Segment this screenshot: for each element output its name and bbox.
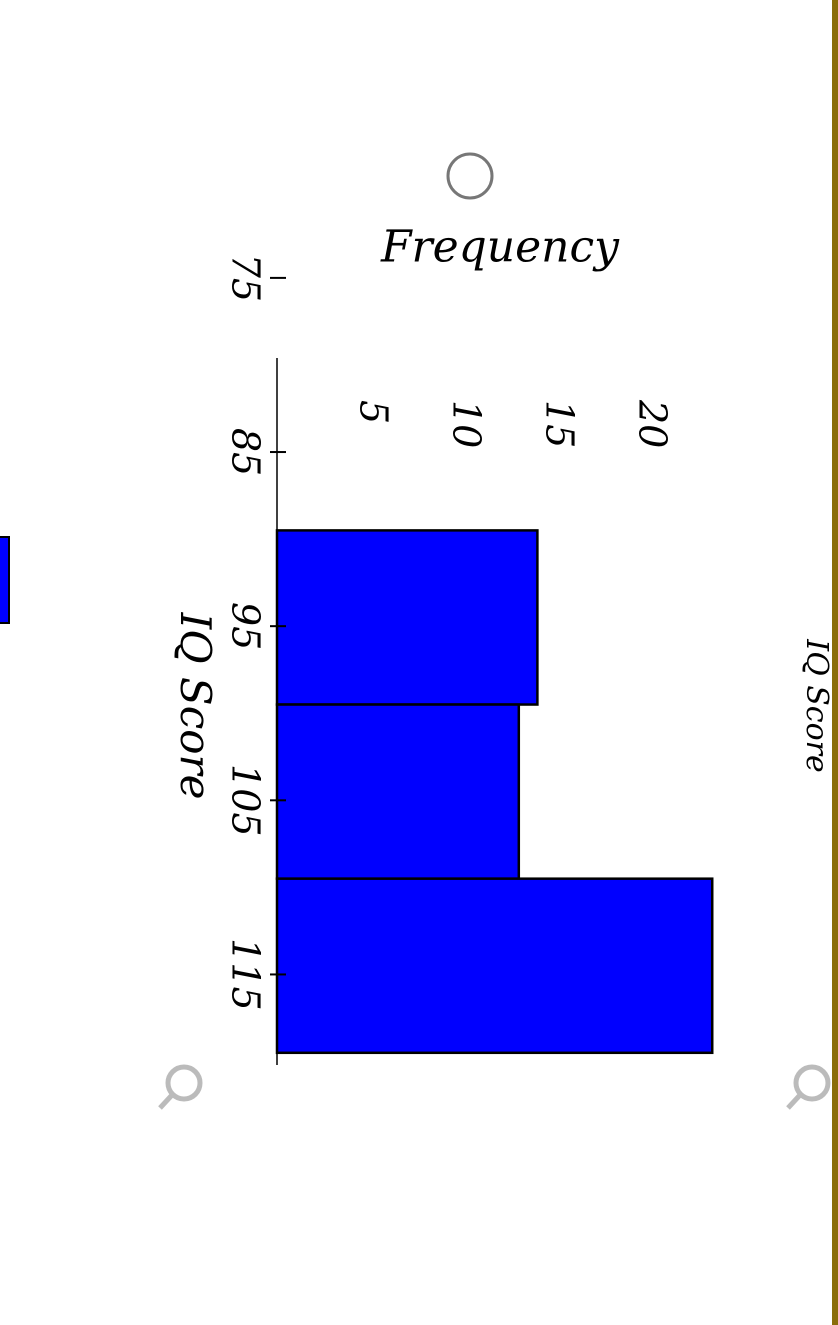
x-tick-label: 95 — [224, 602, 268, 650]
legend-swatch — [0, 536, 10, 624]
side-border — [832, 0, 838, 1325]
x-tick-label: 105 — [224, 764, 268, 837]
radio-icon[interactable] — [446, 152, 494, 200]
histogram-bar — [275, 877, 714, 1055]
x-tick-label: 115 — [224, 938, 268, 1011]
y-tick-label: 20 — [631, 399, 675, 448]
x-tick-label: 85 — [224, 428, 268, 476]
chart-title: IQ Score — [799, 638, 834, 773]
y-tick-label: 5 — [352, 400, 396, 424]
y-tick-label: 10 — [445, 400, 489, 448]
zoom-icon[interactable] — [786, 1064, 831, 1110]
x-axis-label: IQ Score — [171, 612, 220, 800]
y-axis-label: Frequency — [380, 222, 620, 273]
histogram-bar — [275, 529, 539, 706]
y-tick-label: 15 — [538, 400, 582, 448]
histogram-bar — [275, 703, 521, 880]
zoom-icon[interactable] — [158, 1064, 203, 1110]
x-tick-label: 75 — [224, 254, 268, 302]
